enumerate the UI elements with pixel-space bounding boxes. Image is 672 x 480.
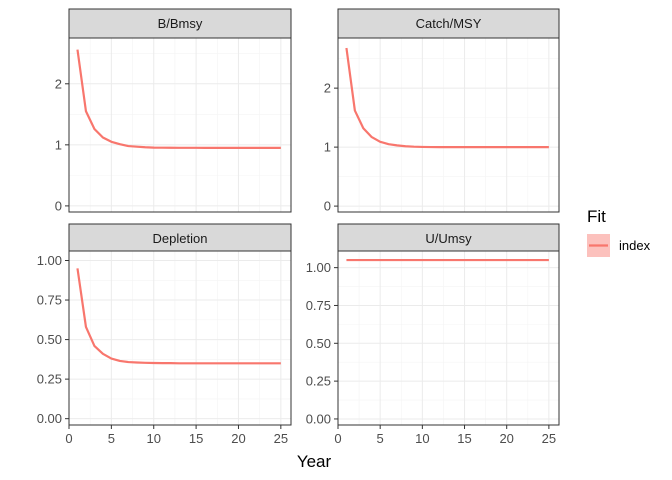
panel-border-u-umsy xyxy=(337,250,560,426)
panel-bg-catch-msy xyxy=(338,38,559,212)
x-tick-label: 20 xyxy=(231,431,245,446)
panels-layer: B/Bmsy 0 1 2 Catch/MSY 0 1 2 Depletion 0.00 0.25 0.… xyxy=(37,8,560,446)
panel-b-bmsy: B/Bmsy 0 1 2 xyxy=(55,8,292,213)
y-tick-label: 0.00 xyxy=(37,411,62,426)
panel-bg-b-bmsy xyxy=(69,38,291,212)
strip-catch-msy xyxy=(337,8,560,39)
y-tick-label: 2 xyxy=(324,81,331,96)
panel-depletion: Depletion 0.00 0.25 0.50 0.75 1.00 0 5 10 15 20 25 xyxy=(37,223,292,446)
y-tick-label: 0.50 xyxy=(37,332,62,347)
y-tick-label: 0 xyxy=(324,199,331,214)
y-tick-label: 0.75 xyxy=(306,298,331,313)
strip-label-catch-msy: Catch/MSY xyxy=(416,16,482,31)
y-tick-label: 1.00 xyxy=(306,260,331,275)
series-line-index-catch-msy xyxy=(345,47,549,149)
panel-bg-u-umsy xyxy=(338,251,559,425)
strip-label-b-bmsy: B/Bmsy xyxy=(158,16,203,31)
legend: Fit index xyxy=(587,207,651,257)
x-tick-label: 20 xyxy=(499,431,513,446)
x-tick-label: 15 xyxy=(189,431,203,446)
y-tick-label: 2 xyxy=(55,76,62,91)
x-tick-label: 0 xyxy=(65,431,72,446)
series-line-index-depletion xyxy=(76,268,281,365)
x-tick-label: 5 xyxy=(377,431,384,446)
y-tick-label: 0.50 xyxy=(306,336,331,351)
panel-catch-msy: Catch/MSY 0 1 2 xyxy=(324,8,560,214)
x-tick-label: 0 xyxy=(334,431,341,446)
strip-b-bmsy xyxy=(68,8,292,39)
y-tick-label: 0.25 xyxy=(37,372,62,387)
strip-label-u-umsy: U/Umsy xyxy=(425,231,472,246)
y-tick-label: 1 xyxy=(324,140,331,155)
x-tick-label: 10 xyxy=(146,431,160,446)
x-tick-label: 15 xyxy=(457,431,471,446)
legend-title: Fit xyxy=(587,207,606,226)
series-line-index-b-bmsy xyxy=(76,49,281,149)
legend-label-index: index xyxy=(619,238,651,253)
x-tick-label: 5 xyxy=(108,431,115,446)
panel-border-catch-msy xyxy=(337,37,560,213)
strip-label-depletion: Depletion xyxy=(153,231,208,246)
y-tick-label: 0.75 xyxy=(37,293,62,308)
x-tick-label: 10 xyxy=(415,431,429,446)
y-tick-label: 1.00 xyxy=(37,253,62,268)
y-tick-label: 0.00 xyxy=(306,411,331,426)
panel-u-umsy: U/Umsy 0.00 0.25 0.50 0.75 1.00 0 5 10 15 20 25 xyxy=(306,223,560,446)
y-tick-label: 0 xyxy=(55,198,62,213)
x-axis-title: Year xyxy=(297,452,332,471)
y-tick-label: 1 xyxy=(55,137,62,152)
panel-border-depletion xyxy=(68,250,292,426)
panel-border-b-bmsy xyxy=(68,37,292,213)
x-tick-label: 25 xyxy=(542,431,556,446)
x-tick-label: 25 xyxy=(274,431,288,446)
y-tick-label: 0.25 xyxy=(306,374,331,389)
strip-u-umsy xyxy=(337,223,560,254)
